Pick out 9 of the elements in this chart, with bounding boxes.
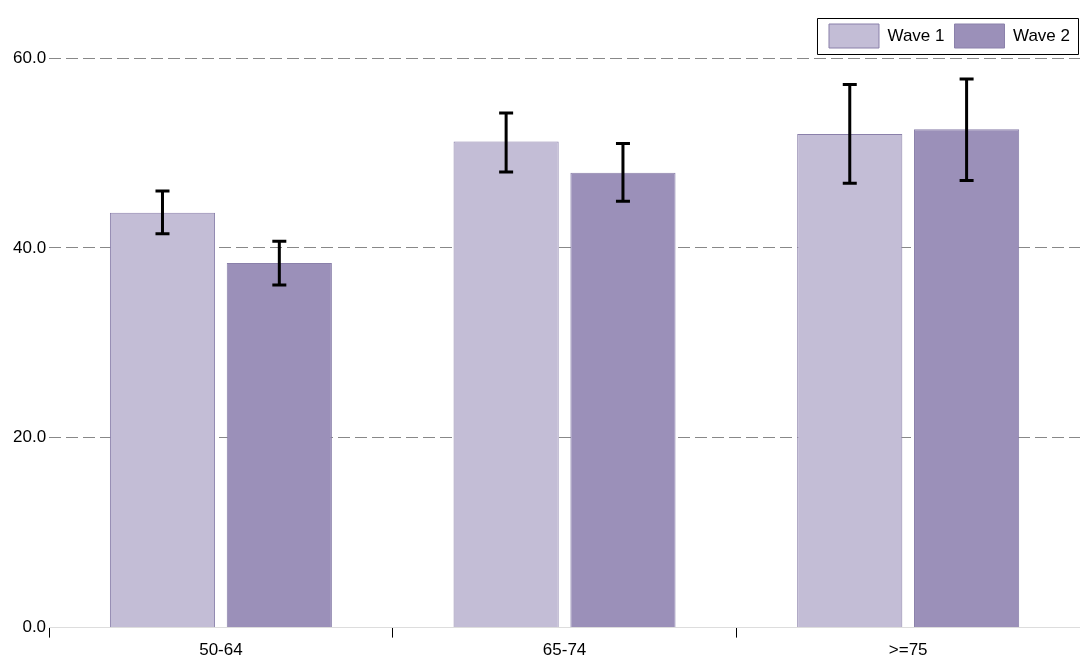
legend-label: Wave 1 <box>887 25 945 45</box>
y-tick-label: 0.0 <box>22 617 47 637</box>
x-tick-label: >=75 <box>888 640 928 660</box>
y-tick-label: 60.0 <box>12 47 47 67</box>
y-tick-label: 20.0 <box>12 427 47 447</box>
y-tick-label: 40.0 <box>12 237 47 257</box>
x-tick-label: 50-64 <box>199 640 243 660</box>
legend-label: Wave 2 <box>1013 25 1071 45</box>
x-tick-label: 65-74 <box>542 640 587 660</box>
